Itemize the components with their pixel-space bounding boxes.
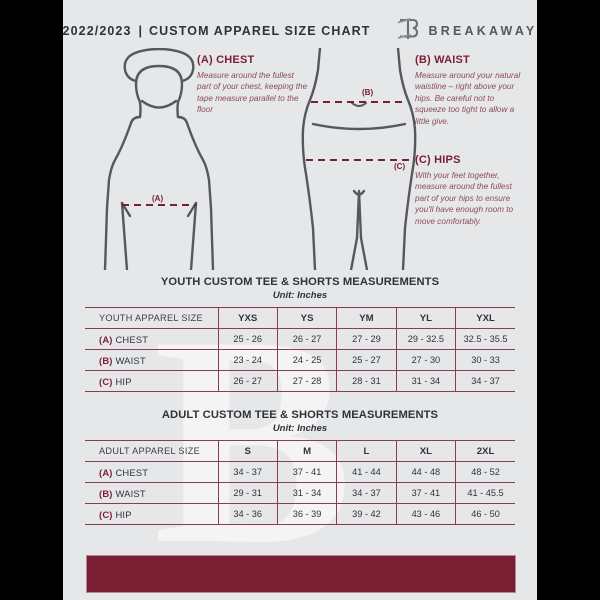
header-season: 2022/2023 — [63, 24, 132, 38]
youth-header-row: YOUTH APPAREL SIZE YXS YS YM YL YXL — [85, 307, 515, 329]
youth-size-table: YOUTH APPAREL SIZE YXS YS YM YL YXL (A) … — [85, 307, 515, 392]
table-row: (C) HIP 34 - 36 36 - 39 39 - 42 43 - 46 … — [85, 503, 515, 525]
adult-cell-1-0: 29 - 31 — [218, 482, 278, 504]
youth-cell-2-3: 31 - 34 — [396, 370, 457, 392]
youth-row-label-0: (A) CHEST — [85, 328, 219, 350]
adult-cell-2-2: 39 - 42 — [336, 503, 397, 525]
table-row: (B) WAIST 29 - 31 31 - 34 34 - 37 37 - 4… — [85, 482, 515, 504]
adult-table-title: ADULT CUSTOM TEE & SHORTS MEASUREMENTS — [161, 409, 439, 421]
chest-description: (A) CHEST Measure around the fullest par… — [197, 54, 309, 116]
youth-cell-1-0: 23 - 24 — [218, 349, 278, 371]
waist-heading: (B) WAIST — [415, 54, 470, 66]
youth-col-1: YXS — [218, 307, 278, 329]
hips-body: With your feet together, measure around … — [415, 171, 514, 226]
page-title: CUSTOM APPAREL SIZE CHART — [149, 24, 371, 38]
table-row: (B) WAIST 23 - 24 24 - 25 25 - 27 27 - 3… — [85, 349, 515, 371]
adult-cell-2-3: 43 - 46 — [396, 503, 457, 525]
youth-cell-0-2: 27 - 29 — [336, 328, 397, 350]
hips-description: (C) HIPS With your feet together, measur… — [415, 154, 527, 227]
adult-cell-1-2: 34 - 37 — [336, 482, 397, 504]
adult-size-table: ADULT APPAREL SIZE S M L XL 2XL (A) CHES… — [85, 440, 515, 525]
size-chart-page: B 2022/2023 | CUSTOM APPAREL SIZE CHART … — [63, 0, 537, 600]
adult-col-3: L — [336, 440, 397, 462]
youth-cell-0-1: 26 - 27 — [277, 328, 338, 350]
adult-cell-1-4: 41 - 45.5 — [455, 482, 515, 504]
adult-row-label-1: (B) WAIST — [85, 482, 219, 504]
youth-cell-2-1: 27 - 28 — [277, 370, 338, 392]
adult-col-1: S — [218, 440, 278, 462]
adult-cell-0-1: 37 - 41 — [277, 461, 338, 483]
youth-table-title: YOUTH CUSTOM TEE & SHORTS MEASUREMENTS — [160, 276, 440, 288]
body-figures-svg — [103, 46, 417, 272]
adult-section: ADULT CUSTOM TEE & SHORTS MEASUREMENTS U… — [85, 409, 515, 525]
youth-col-2: YS — [277, 307, 338, 329]
adult-row-label-2: (C) HIP — [85, 503, 219, 525]
youth-cell-0-0: 25 - 26 — [218, 328, 278, 350]
breakaway-b-monogram-icon — [397, 17, 419, 46]
youth-table-unit: Unit: Inches — [272, 290, 328, 301]
table-row: (A) CHEST 25 - 26 26 - 27 27 - 29 29 - 3… — [85, 328, 515, 350]
waist-marker-label: (B) — [362, 88, 374, 97]
brand-name: BREAKAWAY — [428, 24, 537, 38]
youth-col-5: YXL — [455, 307, 515, 329]
youth-cell-1-4: 30 - 33 — [455, 349, 515, 371]
youth-col-4: YL — [396, 307, 457, 329]
adult-cell-1-3: 37 - 41 — [396, 482, 457, 504]
adult-cell-0-2: 41 - 44 — [336, 461, 397, 483]
youth-cell-2-2: 28 - 31 — [336, 370, 397, 392]
adult-cell-2-1: 36 - 39 — [277, 503, 338, 525]
chest-heading: (A) CHEST — [197, 54, 255, 66]
chest-marker-label: (A) — [152, 194, 164, 203]
header-separator: | — [138, 24, 143, 38]
measurement-diagram: (A) CHEST Measure around the fullest par… — [63, 46, 537, 272]
youth-col-3: YM — [336, 307, 397, 329]
table-row: (A) CHEST 34 - 37 37 - 41 41 - 44 44 - 4… — [85, 461, 515, 483]
adult-cell-0-4: 48 - 52 — [455, 461, 515, 483]
adult-cell-0-0: 34 - 37 — [218, 461, 278, 483]
youth-col-0: YOUTH APPAREL SIZE — [85, 307, 219, 329]
youth-row-label-1: (B) WAIST — [85, 349, 219, 371]
hips-heading: (C) HIPS — [415, 154, 461, 166]
adult-row-label-0: (A) CHEST — [85, 461, 219, 483]
youth-cell-1-2: 25 - 27 — [336, 349, 397, 371]
chest-body: Measure around the fullest part of your … — [197, 71, 308, 115]
adult-cell-2-4: 46 - 50 — [455, 503, 515, 525]
waist-description: (B) WAIST Measure around your natural wa… — [415, 54, 527, 127]
waist-body: Measure around your natural waistline – … — [415, 71, 521, 126]
adult-col-5: 2XL — [455, 440, 515, 462]
youth-row-label-2: (C) HIP — [85, 370, 219, 392]
adult-cell-2-0: 34 - 36 — [218, 503, 278, 525]
adult-col-0: ADULT APPAREL SIZE — [85, 440, 219, 462]
youth-cell-0-3: 29 - 32.5 — [396, 328, 457, 350]
youth-cell-2-4: 34 - 37 — [455, 370, 515, 392]
youth-cell-0-4: 32.5 - 35.5 — [455, 328, 515, 350]
youth-section: YOUTH CUSTOM TEE & SHORTS MEASUREMENTS U… — [85, 276, 515, 392]
adult-cell-0-3: 44 - 48 — [396, 461, 457, 483]
adult-header-row: ADULT APPAREL SIZE S M L XL 2XL — [85, 440, 515, 462]
footer-bar — [86, 555, 516, 593]
table-row: (C) HIP 26 - 27 27 - 28 28 - 31 31 - 34 … — [85, 370, 515, 392]
page-header: 2022/2023 | CUSTOM APPAREL SIZE CHART BR… — [63, 16, 537, 46]
youth-cell-2-0: 26 - 27 — [218, 370, 278, 392]
brand-lockup: BREAKAWAY — [397, 17, 537, 46]
youth-cell-1-1: 24 - 25 — [277, 349, 338, 371]
hips-marker-label: (C) — [394, 162, 406, 171]
youth-cell-1-3: 27 - 30 — [396, 349, 457, 371]
adult-col-2: M — [277, 440, 338, 462]
adult-cell-1-1: 31 - 34 — [277, 482, 338, 504]
adult-table-unit: Unit: Inches — [272, 423, 328, 434]
adult-col-4: XL — [396, 440, 457, 462]
